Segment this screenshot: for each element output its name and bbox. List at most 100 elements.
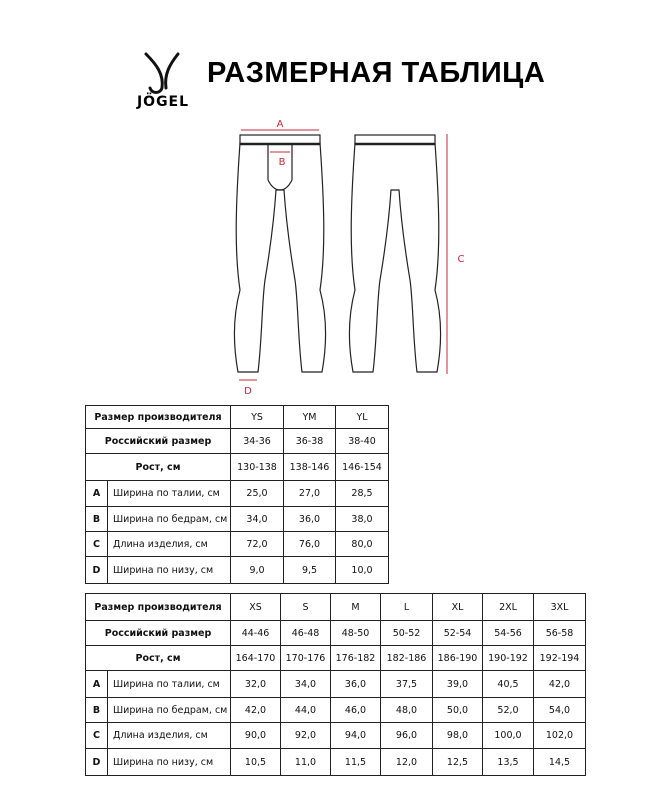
header-row: Рост, см 130-138 138-146 146-154 (85, 453, 389, 481)
measure-row: C Длина изделия, см 90,0 92,0 94,0 96,0 98,0 10… (85, 722, 586, 749)
waistband (239, 134, 321, 145)
measure-name: Ширина по бедрам, см (107, 697, 231, 723)
measure-value: 42,0 (230, 697, 281, 723)
measure-value: 48,0 (380, 697, 433, 723)
measure-value: 92,0 (280, 722, 331, 749)
size-cell: 48-50 (330, 620, 381, 646)
measure-row: A Ширина по талии, см 25,0 27,0 28,5 (85, 480, 389, 507)
illustration: JÖGEL РАЗМЕРНАЯ ТАБЛИЦА A B C D (136, 52, 545, 397)
size-cell: 138-146 (283, 453, 336, 481)
measure-value: 90,0 (230, 722, 281, 749)
gusset (267, 144, 293, 191)
measure-name: Ширина по низу, см (107, 556, 231, 584)
measure-letter: D (85, 748, 108, 776)
pants-outline (348, 142, 442, 373)
measure-value: 46,0 (330, 697, 381, 723)
measure-letter: C (85, 722, 108, 749)
size-cell: YL (335, 405, 389, 429)
size-cell: 56-58 (533, 620, 586, 646)
measure-value: 72,0 (230, 531, 284, 557)
size-cell: 36-38 (283, 428, 336, 454)
measure-row: B Ширина по бедрам, см 42,0 44,0 46,0 48,0 50,… (85, 697, 586, 723)
row-label: Рост, см (85, 645, 231, 671)
size-cell: 2XL (482, 593, 534, 621)
measure-value: 34,0 (280, 670, 331, 698)
measure-value: 42,0 (533, 670, 586, 698)
measure-value: 28,5 (335, 480, 389, 507)
size-cell: S (280, 593, 331, 621)
measure-value: 32,0 (230, 670, 281, 698)
pants-back (348, 134, 442, 373)
logo-text: JÖGEL (136, 92, 189, 110)
measure-letter: B (85, 506, 108, 532)
measure-value: 54,0 (533, 697, 586, 723)
measure-row: C Длина изделия, см 72,0 76,0 80,0 (85, 531, 389, 557)
header-row: Российский размер 34-36 36-38 38-40 (85, 428, 389, 454)
size-cell: 182-186 (380, 645, 433, 671)
size-cell: 146-154 (335, 453, 389, 481)
dim-label: C (458, 254, 465, 265)
measure-row: B Ширина по бедрам, см 34,0 36,0 38,0 (85, 506, 389, 532)
dim-label: A (277, 119, 284, 130)
pants-outline (233, 142, 327, 373)
size-cell: 38-40 (335, 428, 389, 454)
title: РАЗМЕРНАЯ ТАБЛИЦА (207, 57, 545, 89)
measure-name: Ширина по бедрам, см (107, 506, 231, 532)
dimensions: A B C D (239, 119, 465, 397)
measure-value: 11,0 (280, 748, 331, 776)
size-cell: 190-192 (482, 645, 534, 671)
measure-letter: C (85, 531, 108, 557)
measure-value: 10,0 (335, 556, 389, 584)
measure-value: 100,0 (482, 722, 534, 749)
size-cell: XL (432, 593, 483, 621)
size-cell: M (330, 593, 381, 621)
measure-value: 76,0 (283, 531, 336, 557)
size-cell: 176-182 (330, 645, 381, 671)
size-cell: 170-176 (280, 645, 331, 671)
size-cell: 50-52 (380, 620, 433, 646)
pants-front (233, 134, 327, 373)
logo-mark (164, 52, 180, 90)
measure-value: 80,0 (335, 531, 389, 557)
size-cell: 54-56 (482, 620, 534, 646)
logo-mark (144, 52, 164, 94)
measure-value: 9,0 (230, 556, 284, 584)
row-label: Рост, см (85, 453, 231, 481)
measure-letter: D (85, 556, 108, 584)
table-body: Размер производителя XS S M L XL 2XL 3XL Российс… (85, 593, 586, 776)
row-label: Размер производителя (85, 593, 231, 621)
row-label: Российский размер (85, 428, 231, 454)
size-cell: 186-190 (432, 645, 483, 671)
measure-row: A Ширина по талии, см 32,0 34,0 36,0 37,5 39,0… (85, 670, 586, 698)
dim-label: B (279, 157, 286, 168)
size-cell: XS (230, 593, 281, 621)
header-row: Размер производителя YS YM YL (85, 405, 389, 429)
measure-row: D Ширина по низу, см 9,0 9,5 10,0 (85, 556, 389, 584)
size-cell: 130-138 (230, 453, 284, 481)
measure-value: 36,0 (330, 670, 381, 698)
header-row: Российский размер 44-46 46-48 48-50 50-52 52-… (85, 620, 586, 646)
row-label: Российский размер (85, 620, 231, 646)
measure-value: 96,0 (380, 722, 433, 749)
measure-value: 36,0 (283, 506, 336, 532)
measure-letter: B (85, 697, 108, 723)
waistband (354, 134, 436, 145)
measure-value: 34,0 (230, 506, 284, 532)
logo (144, 52, 180, 94)
measure-name: Длина изделия, см (107, 531, 231, 557)
measure-value: 12,5 (432, 748, 483, 776)
size-cell: 46-48 (280, 620, 331, 646)
row-label: Размер производителя (85, 405, 231, 429)
size-cell: L (380, 593, 433, 621)
measure-value: 39,0 (432, 670, 483, 698)
size-cell: 44-46 (230, 620, 281, 646)
measure-value: 13,5 (482, 748, 534, 776)
size-cell: 3XL (533, 593, 586, 621)
size-table: Размер производителя YS YM YL Российский раз… (85, 405, 389, 584)
measure-value: 27,0 (283, 480, 336, 507)
measure-value: 40,5 (482, 670, 534, 698)
dim-label: D (244, 386, 252, 397)
measure-letter: A (85, 480, 108, 507)
measure-letter: A (85, 670, 108, 698)
